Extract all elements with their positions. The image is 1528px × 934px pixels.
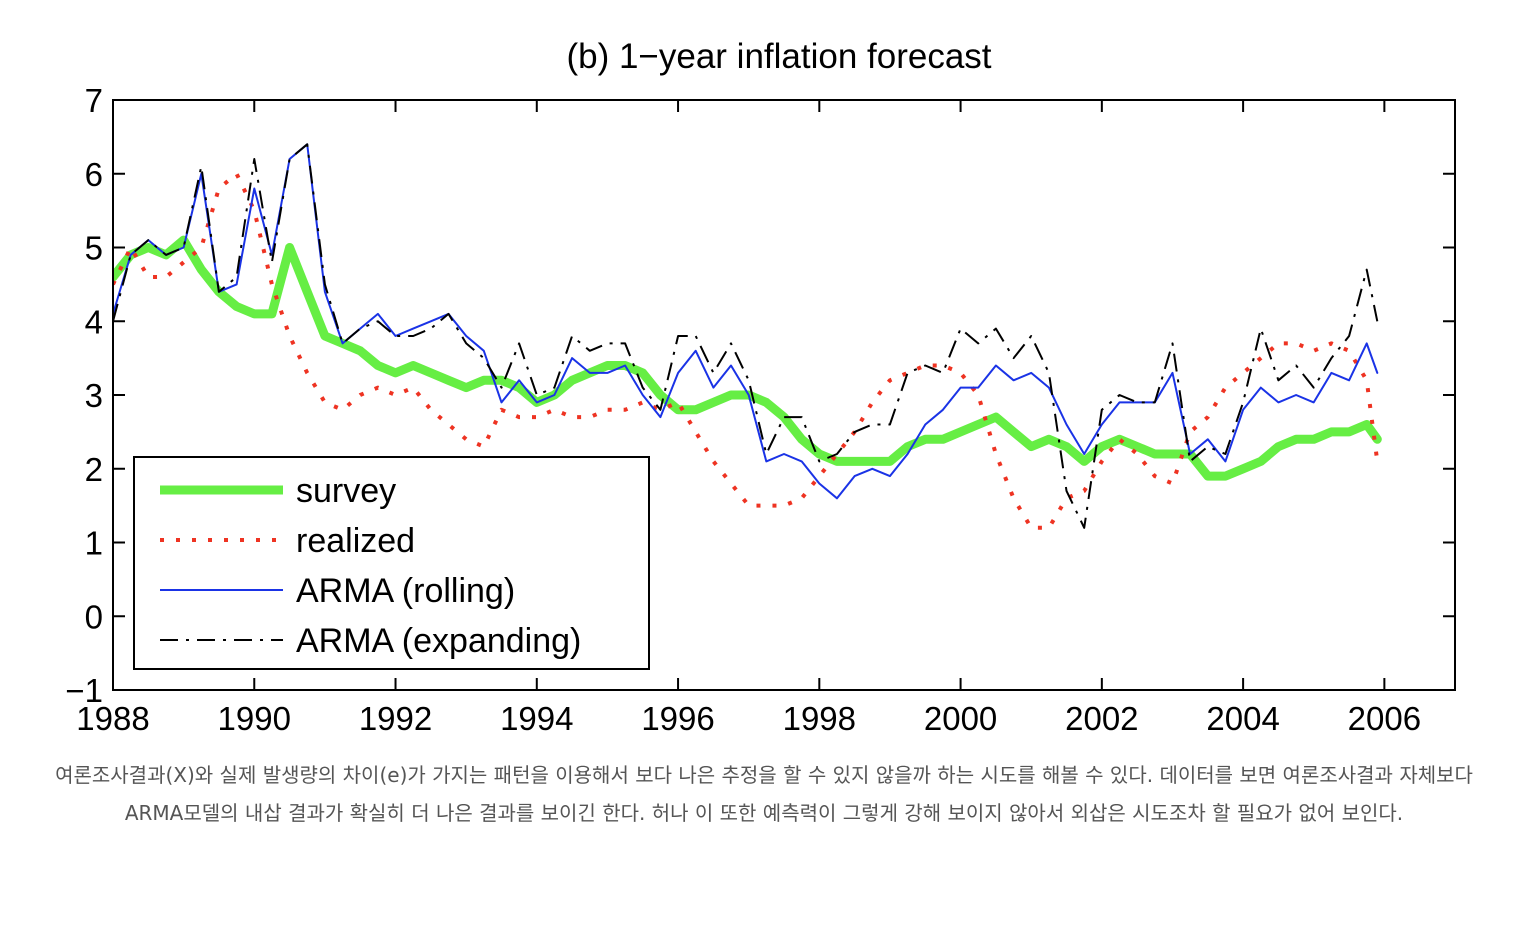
x-tick-label: 1990 (218, 700, 291, 737)
legend-label-arma-rolling: ARMA (rolling) (296, 572, 515, 610)
series-line-arma-rolling (114, 143, 1379, 500)
x-tick-label: 1998 (783, 700, 856, 737)
y-tick-label: 5 (85, 230, 103, 267)
y-tick-label: 0 (85, 598, 103, 635)
legend-label-realized: realized (296, 522, 415, 560)
x-axis: 1988 1990 1992 1994 1996 1998 2000 2002 2004 2006 (76, 100, 1421, 737)
y-tick-label: 6 (85, 156, 103, 193)
x-tick-label: 1994 (500, 700, 573, 737)
inflation-forecast-chart: (b) 1−year inflation forecast 1988 1990 19… (65, 37, 1456, 737)
series-line-arma-expanding (114, 143, 1379, 529)
x-tick-label: 2002 (1065, 700, 1138, 737)
figure-caption: 여론조사결과(X)와 실제 발생량의 차이(e)가 가지는 패턴을 이용해서 보… (55, 763, 1473, 825)
y-tick-label: 7 (85, 82, 103, 119)
x-tick-label: 1988 (76, 700, 149, 737)
x-tick-label: 1996 (641, 700, 714, 737)
y-tick-label: −1 (65, 672, 103, 709)
x-tick-label: 1992 (359, 700, 432, 737)
x-tick-label: 2004 (1206, 700, 1279, 737)
y-tick-label: 2 (85, 451, 103, 488)
x-tick-label: 2006 (1348, 700, 1421, 737)
series-layer (114, 143, 1382, 530)
legend-label-survey: survey (296, 472, 396, 510)
y-tick-label: 1 (85, 525, 103, 562)
y-tick-label: 4 (85, 303, 103, 340)
chart-title: (b) 1−year inflation forecast (566, 37, 991, 76)
x-tick-label: 2000 (924, 700, 997, 737)
legend: survey realized ARMA (rolling) ARMA (exp… (133, 456, 650, 670)
y-tick-label: 3 (85, 377, 103, 414)
y-axis: −1 0 1 2 3 4 5 6 7 (65, 82, 1455, 709)
legend-label-arma-expanding: ARMA (expanding) (296, 622, 581, 660)
